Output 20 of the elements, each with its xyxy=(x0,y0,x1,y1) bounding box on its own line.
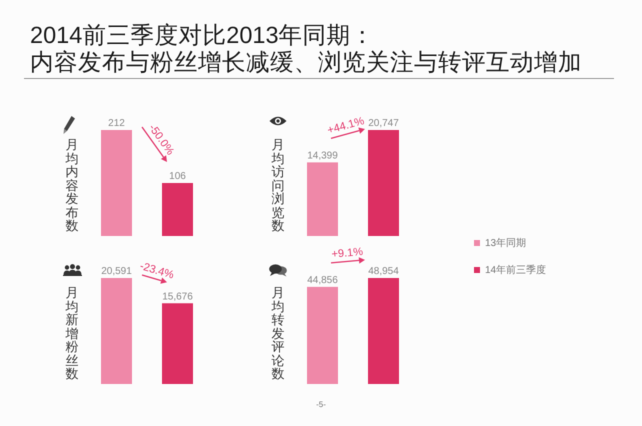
y-axis-title: 月均访问浏览数 xyxy=(271,137,285,233)
data-label: 20,591 xyxy=(101,266,132,277)
data-label: 106 xyxy=(169,171,186,182)
data-label: 48,954 xyxy=(368,266,400,277)
data-label: 14,399 xyxy=(307,150,338,162)
text: +9.1% xyxy=(331,246,364,261)
text: -5- xyxy=(316,400,326,409)
annotation: -23.4% xyxy=(138,260,176,282)
data-label: 44,856 xyxy=(307,274,338,286)
data-label: 212 xyxy=(108,118,126,129)
y-axis-title: 月均内容发布数 xyxy=(65,137,79,233)
legend-label: 13年同期 xyxy=(485,236,526,250)
text: 内容发布与粉丝增长减缓、浏览关注与转评互动增加 xyxy=(30,49,582,76)
chart-title: 2014前三季度对比2013年同期： xyxy=(30,22,376,49)
data-label: 20,747 xyxy=(368,118,400,129)
annotation: +44.1% xyxy=(326,115,366,137)
y-axis-title: 月均转发评论数 xyxy=(271,285,285,381)
legend-label: 14年前三季度 xyxy=(485,264,546,277)
data-label: 15,676 xyxy=(162,291,194,302)
y-axis-title: 月均新增粉丝数 xyxy=(65,285,79,381)
